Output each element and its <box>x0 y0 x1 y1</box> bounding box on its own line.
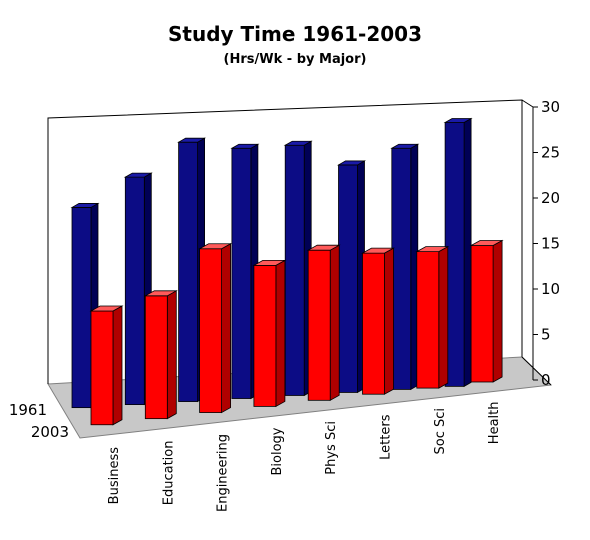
category-label: Letters <box>379 414 394 460</box>
series-2003-bars <box>89 239 504 426</box>
y-axis-ticks: 0 5 10 15 20 25 30 <box>533 98 560 389</box>
y-tick-label: 30 <box>541 98 560 116</box>
category-label: Education <box>161 441 176 506</box>
bar-2003-Education <box>143 290 178 420</box>
bar-2003-Health <box>469 239 504 383</box>
chart-subtitle: (Hrs/Wk - by Major) <box>223 52 367 67</box>
floor-right-edge <box>521 356 552 386</box>
x-axis-categories: Business Education Engineering Biology Phys … <box>107 401 502 512</box>
bar-1961-Health <box>443 117 473 388</box>
bar-2003-Biology <box>252 259 287 408</box>
category-label: Phys Sci <box>324 421 339 475</box>
y-tick-label: 5 <box>541 326 551 344</box>
bar-1961-Phys Sci <box>283 140 313 397</box>
bar-2003-Business <box>89 305 124 426</box>
category-label: Engineering <box>216 434 231 512</box>
y-tick-label: 25 <box>541 144 560 162</box>
bar-1961-Education <box>123 172 153 406</box>
series-1961-bars <box>70 117 473 409</box>
wall-depth-edge <box>521 99 534 108</box>
category-label: Soc Sci <box>433 408 448 455</box>
series-labels: 1961 2003 <box>9 401 69 441</box>
bar-1961-Soc Sci <box>390 143 420 391</box>
y-tick-label: 20 <box>541 189 560 207</box>
series-label-2003: 2003 <box>31 423 69 441</box>
bar-2003-Phys Sci <box>306 244 341 402</box>
category-label: Biology <box>270 427 285 475</box>
bar-1961-Business <box>70 202 100 409</box>
y-tick-label: 15 <box>541 235 560 253</box>
bar-2003-Letters <box>360 247 396 395</box>
bar-1961-Letters <box>336 160 367 394</box>
bar-2003-Engineering <box>198 243 233 414</box>
back-wall <box>47 99 523 384</box>
series-label-1961: 1961 <box>9 401 47 419</box>
category-label: Health <box>487 401 502 444</box>
bar-2003-Soc Sci <box>415 245 450 389</box>
y-tick-label: 10 <box>541 280 560 298</box>
y-tick-label: 0 <box>541 371 551 389</box>
chart-title: Study Time 1961-2003 <box>167 22 422 46</box>
category-label: Business <box>107 447 122 505</box>
